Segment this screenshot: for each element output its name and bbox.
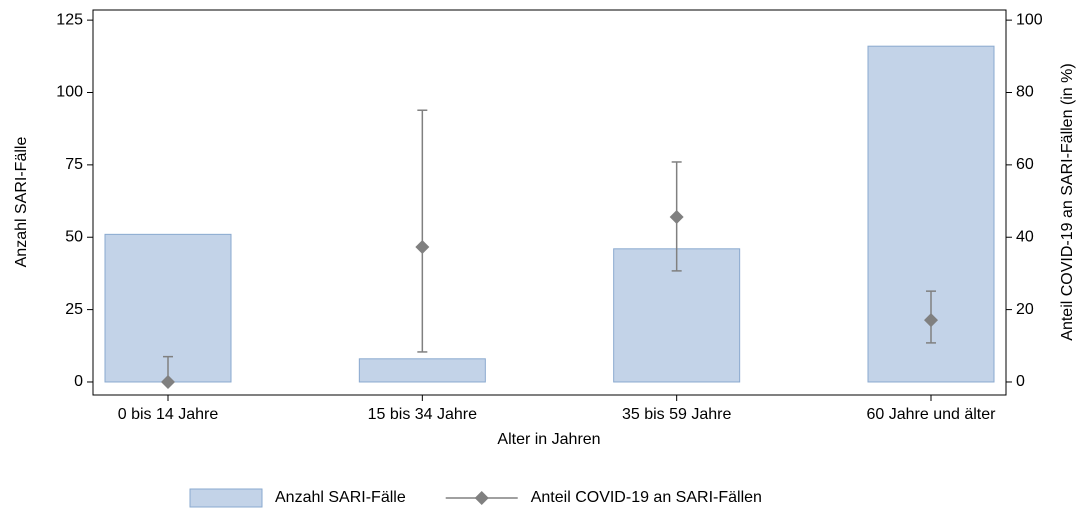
legend-label: Anzahl SARI-Fälle	[275, 489, 406, 506]
marker	[415, 240, 430, 255]
legend-swatch	[189, 488, 263, 508]
x-tick-label: 35 bis 59 Jahre	[622, 406, 732, 423]
y-tick-label: 125	[56, 11, 83, 28]
marker	[161, 374, 175, 389]
y-tick-label: 100	[56, 84, 83, 101]
y-tick-label: 75	[65, 156, 83, 173]
marker	[924, 313, 938, 328]
plot-frame	[92, 9, 1007, 396]
legend-marker	[474, 491, 489, 505]
y-tick-label: 50	[65, 228, 83, 245]
x-axis-label: Alter in Jahren	[497, 431, 600, 448]
x-tick-label: 15 bis 34 Jahre	[368, 406, 478, 423]
x-tick-label: 0 bis 14 Jahre	[118, 406, 219, 423]
y2-tick-label: 40	[1016, 228, 1034, 245]
y2-axis-label: Anteil COVID-19 an SARI-Fällen (in %)	[1059, 63, 1076, 340]
y2-tick-label: 60	[1016, 156, 1034, 173]
bar	[358, 358, 486, 383]
y2-tick-label: 20	[1016, 301, 1034, 318]
y-tick-label: 0	[74, 373, 83, 390]
y-axis-label: Anzahl SARI-Fälle	[13, 137, 30, 268]
marker	[669, 209, 684, 224]
y2-tick-label: 80	[1016, 84, 1034, 101]
legend-label: Anteil COVID-19 an SARI-Fällen	[531, 489, 762, 506]
x-tick-label: 60 Jahre und älter	[867, 406, 997, 423]
y-tick-label: 25	[65, 301, 83, 318]
y2-tick-label: 0	[1016, 373, 1025, 390]
y2-tick-label: 100	[1016, 11, 1043, 28]
